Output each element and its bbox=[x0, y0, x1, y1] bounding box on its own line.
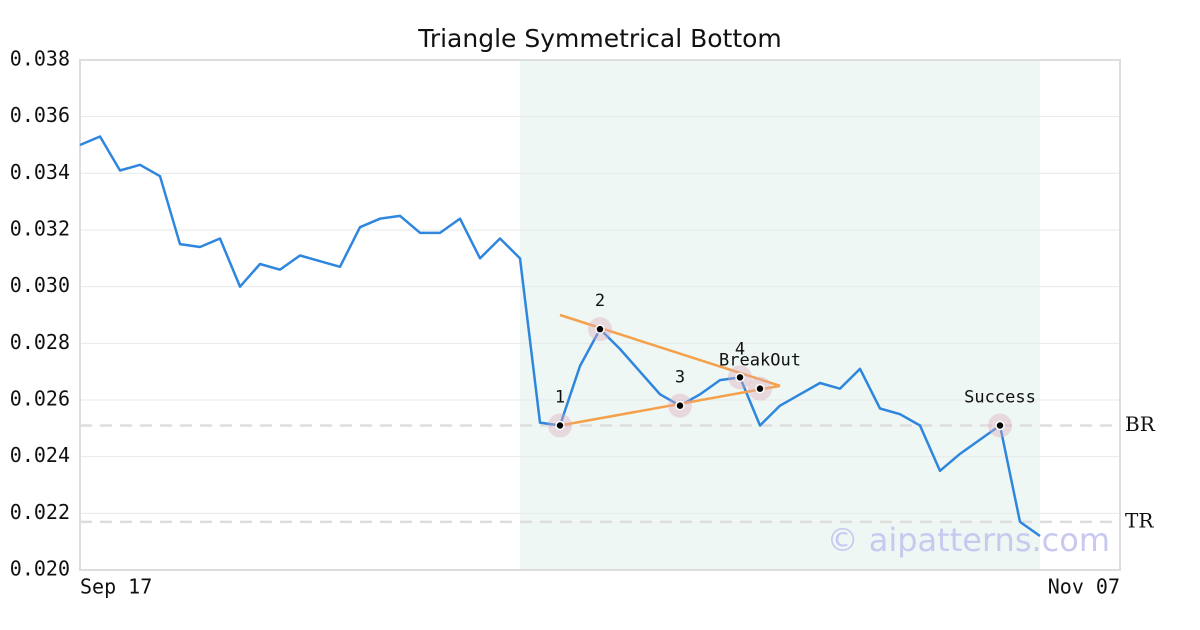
plot-frame bbox=[79, 59, 1121, 571]
y-tick-label: 0.032 bbox=[10, 217, 70, 241]
y-tick-label: 0.030 bbox=[10, 273, 70, 297]
chart-title: Triangle Symmetrical Bottom bbox=[417, 24, 782, 53]
trendline bbox=[559, 384, 781, 427]
x-tick-label: Sep 17 bbox=[80, 575, 152, 599]
pattern-label: 4 bbox=[735, 339, 745, 359]
pattern-point bbox=[555, 420, 565, 431]
x-tick-label: Nov 07 bbox=[1048, 575, 1120, 599]
y-tick-label: 0.022 bbox=[10, 500, 70, 524]
pattern-label: 1 bbox=[555, 388, 565, 408]
y-tick-label: 0.038 bbox=[10, 47, 70, 71]
y-tick-label: 0.020 bbox=[10, 557, 70, 581]
pattern-point bbox=[595, 324, 605, 334]
watermark: © aipatterns.com bbox=[827, 521, 1110, 559]
y-tick-label: 0.028 bbox=[10, 330, 70, 354]
level-label: BR bbox=[1125, 412, 1156, 436]
y-tick-label: 0.036 bbox=[10, 103, 70, 127]
pattern-region bbox=[520, 60, 1040, 570]
pattern-point bbox=[755, 383, 765, 394]
pattern-label: 3 bbox=[675, 368, 685, 388]
level-label: TR bbox=[1125, 508, 1154, 532]
pattern-label: BreakOut bbox=[719, 351, 801, 371]
pattern-point bbox=[675, 400, 685, 411]
pattern-label: 2 bbox=[595, 291, 605, 311]
y-tick-label: 0.024 bbox=[10, 443, 70, 467]
pattern-point bbox=[995, 420, 1005, 431]
y-tick-label: 0.034 bbox=[10, 160, 70, 184]
pattern-label: Success bbox=[964, 388, 1036, 408]
pattern-point bbox=[735, 372, 745, 383]
y-tick-label: 0.026 bbox=[10, 387, 70, 411]
